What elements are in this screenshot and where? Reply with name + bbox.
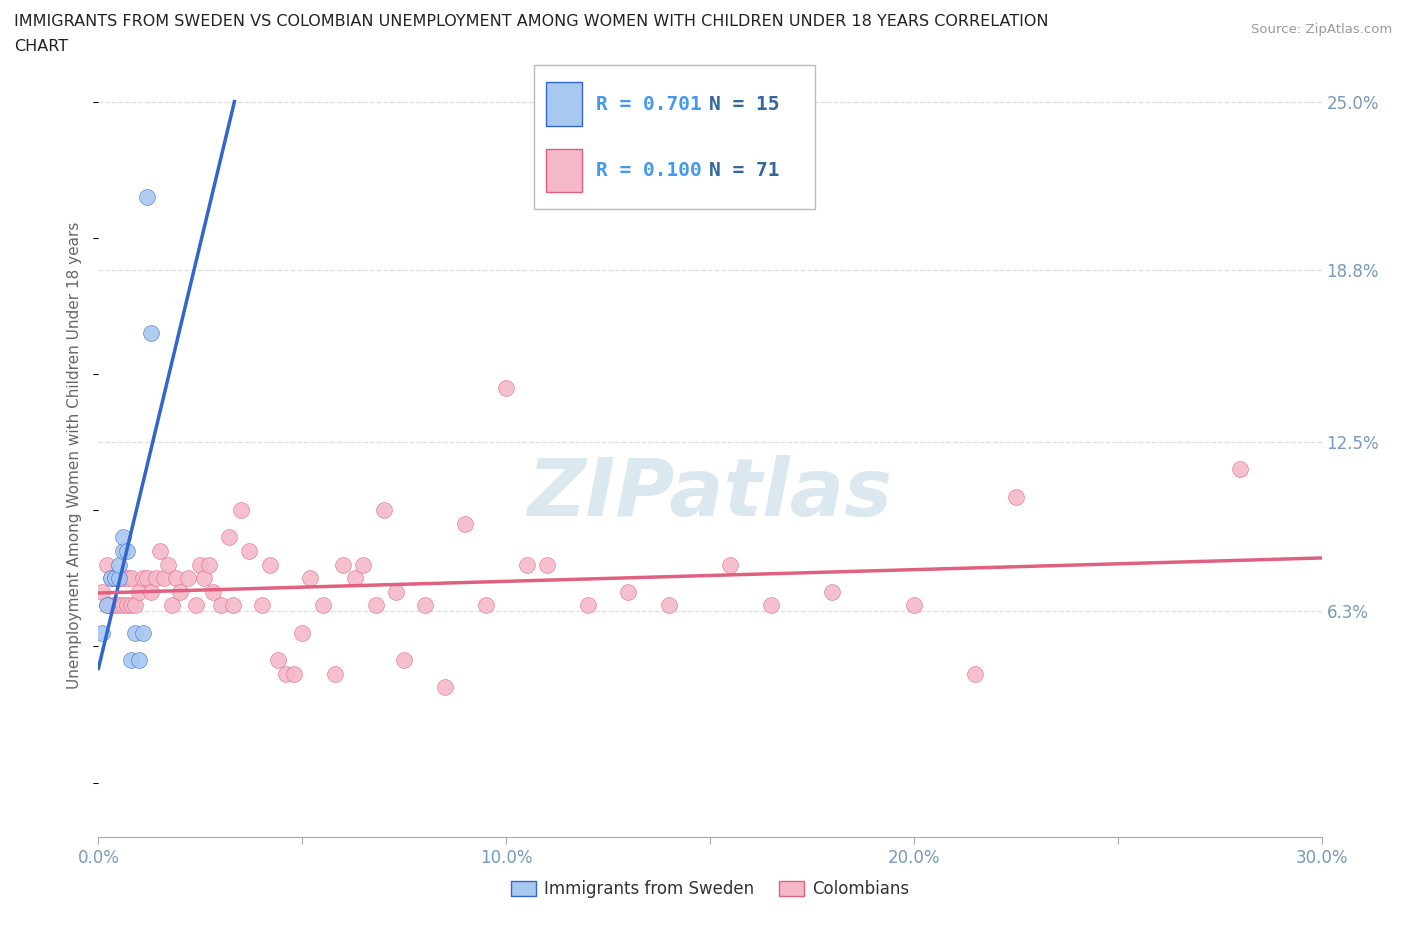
Point: [312, 598, 335, 613]
Point: [259, 557, 281, 572]
Point: [352, 557, 374, 572]
Point: [283, 666, 305, 681]
Point: [136, 571, 159, 586]
Point: [392, 653, 416, 668]
Point: [177, 571, 200, 586]
Point: [495, 380, 517, 395]
Point: [145, 571, 167, 586]
Point: [91, 625, 114, 640]
Point: [274, 666, 297, 681]
Point: [267, 653, 290, 668]
Point: [100, 571, 122, 586]
FancyBboxPatch shape: [546, 149, 582, 192]
Point: [761, 598, 783, 613]
Point: [91, 584, 114, 599]
Point: [197, 557, 219, 572]
Point: [188, 557, 212, 572]
Point: [111, 571, 134, 586]
Point: [132, 571, 155, 586]
Point: [536, 557, 558, 572]
Point: [152, 571, 174, 586]
Text: R = 0.701: R = 0.701: [596, 95, 702, 113]
Point: [96, 598, 118, 613]
Point: [132, 625, 155, 640]
Point: [658, 598, 681, 613]
Point: [364, 598, 387, 613]
Point: [108, 571, 131, 586]
Point: [821, 584, 844, 599]
Point: [141, 326, 163, 340]
Y-axis label: Unemployment Among Women with Children Under 18 years: Unemployment Among Women with Children U…: [67, 222, 83, 689]
Text: R = 0.100: R = 0.100: [596, 161, 702, 179]
Point: [128, 653, 150, 668]
Point: [108, 571, 131, 586]
Point: [718, 557, 742, 572]
Point: [1004, 489, 1026, 504]
Point: [385, 584, 408, 599]
Point: [965, 666, 987, 681]
Point: [111, 543, 134, 558]
FancyBboxPatch shape: [534, 65, 815, 209]
Point: [617, 584, 640, 599]
Point: [149, 543, 172, 558]
Text: IMMIGRANTS FROM SWEDEN VS COLOMBIAN UNEMPLOYMENT AMONG WOMEN WITH CHILDREN UNDER: IMMIGRANTS FROM SWEDEN VS COLOMBIAN UNEM…: [14, 14, 1049, 29]
Point: [124, 625, 146, 640]
Point: [128, 584, 150, 599]
Point: [250, 598, 273, 613]
Point: [104, 598, 127, 613]
Point: [209, 598, 232, 613]
Point: [474, 598, 498, 613]
Point: [120, 653, 142, 668]
Point: [136, 190, 159, 205]
Point: [903, 598, 925, 613]
Point: [576, 598, 599, 613]
Point: [434, 680, 457, 695]
Point: [108, 557, 131, 572]
Point: [160, 598, 183, 613]
Text: CHART: CHART: [14, 39, 67, 54]
Text: N = 15: N = 15: [709, 95, 779, 113]
Point: [344, 571, 367, 586]
Point: [291, 625, 314, 640]
Point: [323, 666, 346, 681]
Point: [104, 571, 127, 586]
Text: Source: ZipAtlas.com: Source: ZipAtlas.com: [1251, 23, 1392, 36]
Point: [111, 598, 134, 613]
Point: [115, 598, 138, 613]
Point: [100, 571, 122, 586]
Point: [201, 584, 224, 599]
Point: [115, 571, 138, 586]
Point: [96, 598, 118, 613]
Point: [108, 598, 131, 613]
Legend: Immigrants from Sweden, Colombians: Immigrants from Sweden, Colombians: [503, 873, 917, 905]
Point: [231, 503, 253, 518]
Point: [96, 557, 118, 572]
Point: [193, 571, 215, 586]
Point: [115, 543, 138, 558]
Point: [332, 557, 354, 572]
Point: [141, 584, 163, 599]
Point: [111, 530, 134, 545]
Point: [413, 598, 436, 613]
Point: [100, 598, 122, 613]
Point: [238, 543, 260, 558]
Point: [299, 571, 322, 586]
Point: [186, 598, 208, 613]
Point: [218, 530, 240, 545]
FancyBboxPatch shape: [546, 83, 582, 126]
Point: [222, 598, 245, 613]
Text: N = 71: N = 71: [709, 161, 779, 179]
Point: [165, 571, 187, 586]
Point: [156, 557, 179, 572]
Point: [124, 598, 146, 613]
Point: [104, 571, 127, 586]
Point: [454, 516, 477, 531]
Point: [169, 584, 191, 599]
Text: ZIPatlas: ZIPatlas: [527, 455, 893, 533]
Point: [1229, 462, 1251, 477]
Point: [120, 571, 142, 586]
Point: [120, 598, 142, 613]
Point: [516, 557, 538, 572]
Point: [373, 503, 395, 518]
